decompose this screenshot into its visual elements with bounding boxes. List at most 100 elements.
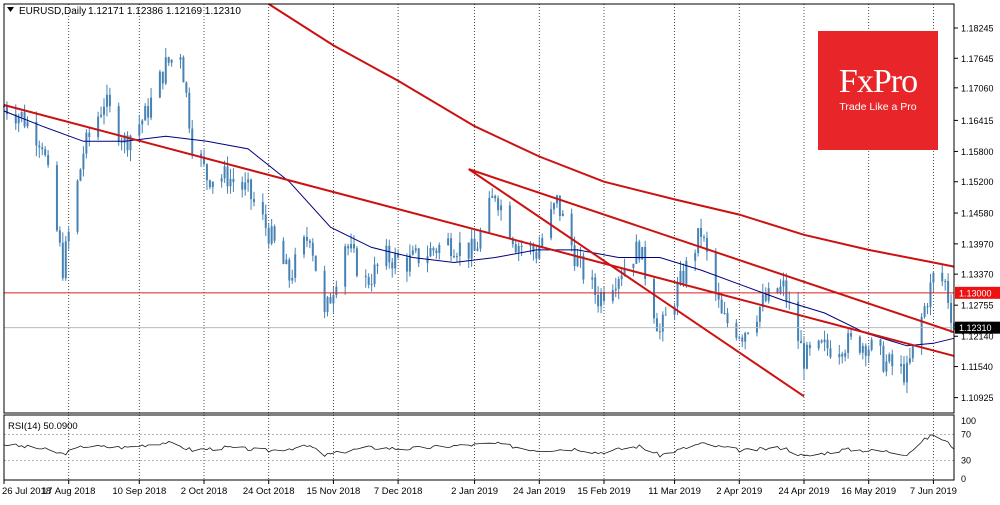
candle [829,340,832,359]
candle-body [870,339,873,350]
candle-body [120,141,123,143]
candle [517,242,520,262]
candle-body [332,295,335,304]
candle [35,111,38,157]
candle-body [617,278,620,289]
candle-body [932,272,935,283]
candle-body [861,345,864,353]
candle [908,347,911,365]
candle [494,194,497,202]
rsi-tick-label: 0 [961,474,966,484]
candle [941,263,944,286]
candle-body [432,248,435,251]
candle [373,256,376,288]
x-tick-label: 11 Mar 2019 [648,486,701,497]
candle [447,232,450,246]
candle-body [803,343,805,369]
candle [41,142,44,156]
candle [782,272,785,297]
y-tick-label: 1.13370 [961,270,994,280]
candle-body [603,291,605,301]
candle [329,292,332,304]
candle-body [85,132,88,154]
candle [697,228,700,257]
candle [179,53,182,69]
candle [911,345,914,363]
candle-body [694,252,697,261]
candle-body [103,106,105,115]
candle-body [747,332,750,334]
candle-body [126,135,129,151]
candle-body [467,242,470,259]
candle-body [291,277,294,281]
candle [308,239,311,249]
candle-body [785,280,788,302]
candle [467,242,470,268]
candle [38,140,41,158]
rsi-pane-frame [3,414,955,481]
candle-body [241,182,244,190]
candle-body [220,178,223,182]
candle [632,263,635,277]
candle-body [191,128,194,154]
candle-body [344,246,347,287]
candle [117,102,120,146]
candle-body [391,262,394,269]
candle [67,227,70,250]
candle-body [64,241,67,279]
candle-body [388,245,391,263]
x-tick-label: 16 May 2019 [841,486,896,497]
candle [120,137,123,151]
candle [417,247,420,268]
candle-body [885,361,888,372]
candle-body [644,247,647,279]
candle-body [247,179,250,183]
candle-body [676,283,679,307]
candle [664,306,667,316]
candle [385,239,388,270]
candle-body [491,195,494,198]
candle [20,111,23,123]
candle-body [35,121,38,146]
candle [432,246,435,256]
chart-symbol: EURUSD,Daily [19,6,86,17]
candle-body [47,155,50,166]
candle-body [823,339,826,343]
candle [47,150,50,168]
candle-body [303,236,305,255]
candle [741,334,744,348]
candle [844,349,847,362]
candle [61,232,64,281]
candle [26,116,29,129]
candle-body [714,251,717,292]
candle [570,208,573,252]
candle-body [700,228,703,237]
candle-body [514,244,517,253]
candle [450,232,453,262]
rsi-label: RSI(14) 50.0900 [8,421,78,432]
candle [603,287,605,306]
candle [841,351,844,364]
candle [391,258,394,278]
candle-body [494,195,497,199]
candle-body [535,251,538,259]
candle-body [229,178,232,187]
candle-body [364,275,367,278]
candle [205,163,208,191]
candle [905,355,908,394]
y-tick-label: 1.17645 [961,54,994,64]
candle [182,55,185,83]
candle [891,349,894,376]
candle [508,201,511,240]
candle-body [850,333,853,337]
candle [394,247,397,275]
candle-body [55,165,58,231]
dropdown-arrow-icon[interactable] [7,7,14,12]
candle-body [244,182,247,190]
candle-body [226,166,229,187]
candle-body [805,344,808,369]
candle-body [838,354,841,358]
candle-body [864,345,867,356]
candle-body [582,255,585,280]
